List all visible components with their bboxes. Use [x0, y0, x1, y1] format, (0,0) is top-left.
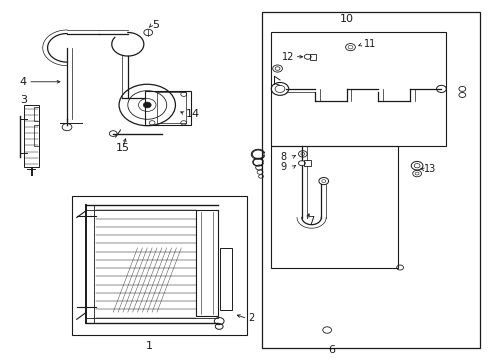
Text: 12: 12 [282, 52, 294, 62]
Text: 2: 2 [248, 312, 254, 323]
Text: 8: 8 [280, 152, 286, 162]
Text: 15: 15 [116, 143, 130, 153]
Text: 9: 9 [280, 162, 286, 172]
Circle shape [143, 102, 151, 108]
Text: 1: 1 [146, 341, 153, 351]
Bar [24, 105, 39, 167]
Text: 10: 10 [339, 14, 353, 24]
Text: 7: 7 [307, 216, 313, 226]
Bar [157, 93, 186, 123]
Text: 6: 6 [328, 345, 335, 355]
Bar [271, 146, 397, 267]
Bar [196, 210, 217, 316]
Bar [261, 12, 479, 348]
Bar [309, 54, 316, 60]
Text: 13: 13 [424, 164, 436, 174]
Bar [271, 32, 446, 146]
Text: 4: 4 [20, 77, 27, 87]
Bar [72, 196, 246, 336]
Text: 14: 14 [186, 109, 200, 119]
Bar [34, 125, 39, 146]
Text: 5: 5 [152, 19, 159, 30]
Text: 3: 3 [20, 95, 27, 105]
Bar [144, 91, 191, 125]
Text: 11: 11 [363, 39, 375, 49]
Bar [304, 160, 310, 166]
Bar [220, 248, 232, 310]
Bar [34, 107, 39, 121]
